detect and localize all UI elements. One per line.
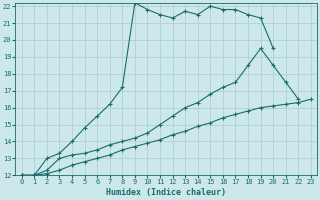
X-axis label: Humidex (Indice chaleur): Humidex (Indice chaleur) xyxy=(106,188,226,197)
